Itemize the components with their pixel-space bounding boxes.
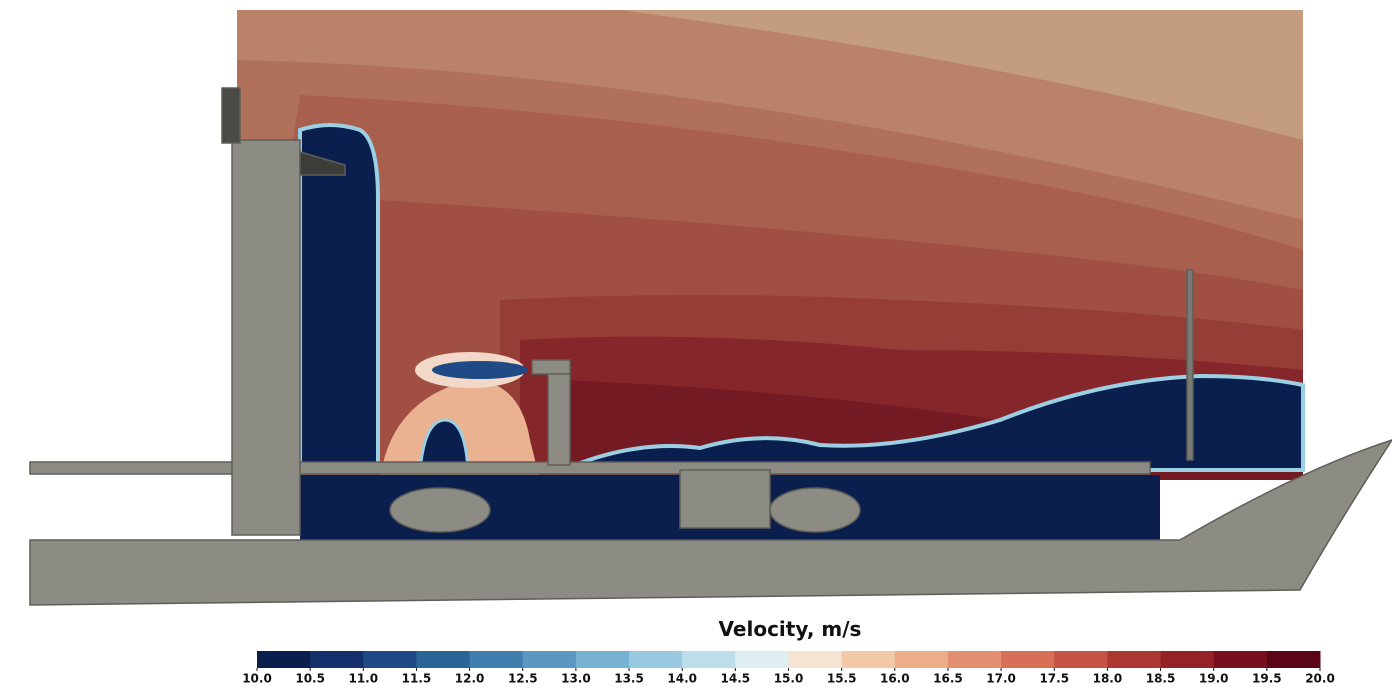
- deck: [30, 462, 1150, 474]
- field-band: [300, 125, 378, 470]
- tick-label: 19.5: [1252, 672, 1282, 686]
- colorbar-title: Velocity, m/s: [719, 617, 862, 641]
- colorbar-segment: [416, 651, 470, 668]
- colorbar-segment: [310, 651, 364, 668]
- funnel: [548, 365, 570, 465]
- colorbar-segment: [470, 651, 524, 668]
- colorbar-segment: [523, 651, 577, 668]
- deckhouse: [680, 470, 770, 528]
- tick-label: 19.0: [1199, 672, 1229, 686]
- tick-label: 11.0: [348, 672, 378, 686]
- tick-label: 16.5: [933, 672, 963, 686]
- tower: [232, 140, 300, 535]
- tick-label: 18.0: [1093, 672, 1123, 686]
- funnel-top: [532, 360, 570, 374]
- tick-label: 18.5: [1146, 672, 1176, 686]
- tick-label: 17.0: [986, 672, 1016, 686]
- tick-label: 12.0: [455, 672, 485, 686]
- colorbar-segment: [895, 651, 949, 668]
- tick-label: 15.5: [827, 672, 857, 686]
- colorbar-segment: [1214, 651, 1268, 668]
- tank: [390, 488, 490, 532]
- tick-label: 10.5: [295, 672, 325, 686]
- tick-label: 12.5: [508, 672, 538, 686]
- colorbar-segment: [735, 651, 789, 668]
- tick-label: 15.0: [774, 672, 804, 686]
- tick-label: 14.5: [721, 672, 751, 686]
- tower-mast: [222, 88, 240, 143]
- colorbar-segment: [363, 651, 417, 668]
- tick-label: 10.0: [242, 672, 272, 686]
- mast: [1187, 270, 1193, 460]
- colorbar-segment: [576, 651, 630, 668]
- colorbar-segment: [629, 651, 683, 668]
- field-band: [432, 361, 528, 379]
- tick-label: 17.5: [1039, 672, 1069, 686]
- colorbar-segment: [682, 651, 736, 668]
- colorbar-segment: [789, 651, 843, 668]
- colorbar-segment: [1001, 651, 1055, 668]
- colorbar-segment: [257, 651, 311, 668]
- colorbar: 10.0 10.5 11.0 11.5 12.0 12.5 13.0 13.5 14.0 14.5…: [242, 651, 1335, 686]
- visualization: Velocity, m/s 10.0 10.5 11.0 11.5 12.0 12.5 13…: [0, 0, 1392, 688]
- tick-label: 20.0: [1305, 672, 1335, 686]
- tick-label: 11.5: [402, 672, 432, 686]
- colorbar-segment: [1107, 651, 1161, 668]
- tick-label: 16.0: [880, 672, 910, 686]
- colorbar-segment: [948, 651, 1002, 668]
- tick-label: 13.0: [561, 672, 591, 686]
- colorbar-segment: [842, 651, 896, 668]
- tick-label: 14.0: [667, 672, 697, 686]
- colorbar-segment: [1161, 651, 1215, 668]
- tank: [770, 488, 860, 532]
- colorbar-segment: [1054, 651, 1108, 668]
- colorbar-segment: [1267, 651, 1321, 668]
- tick-label: 13.5: [614, 672, 644, 686]
